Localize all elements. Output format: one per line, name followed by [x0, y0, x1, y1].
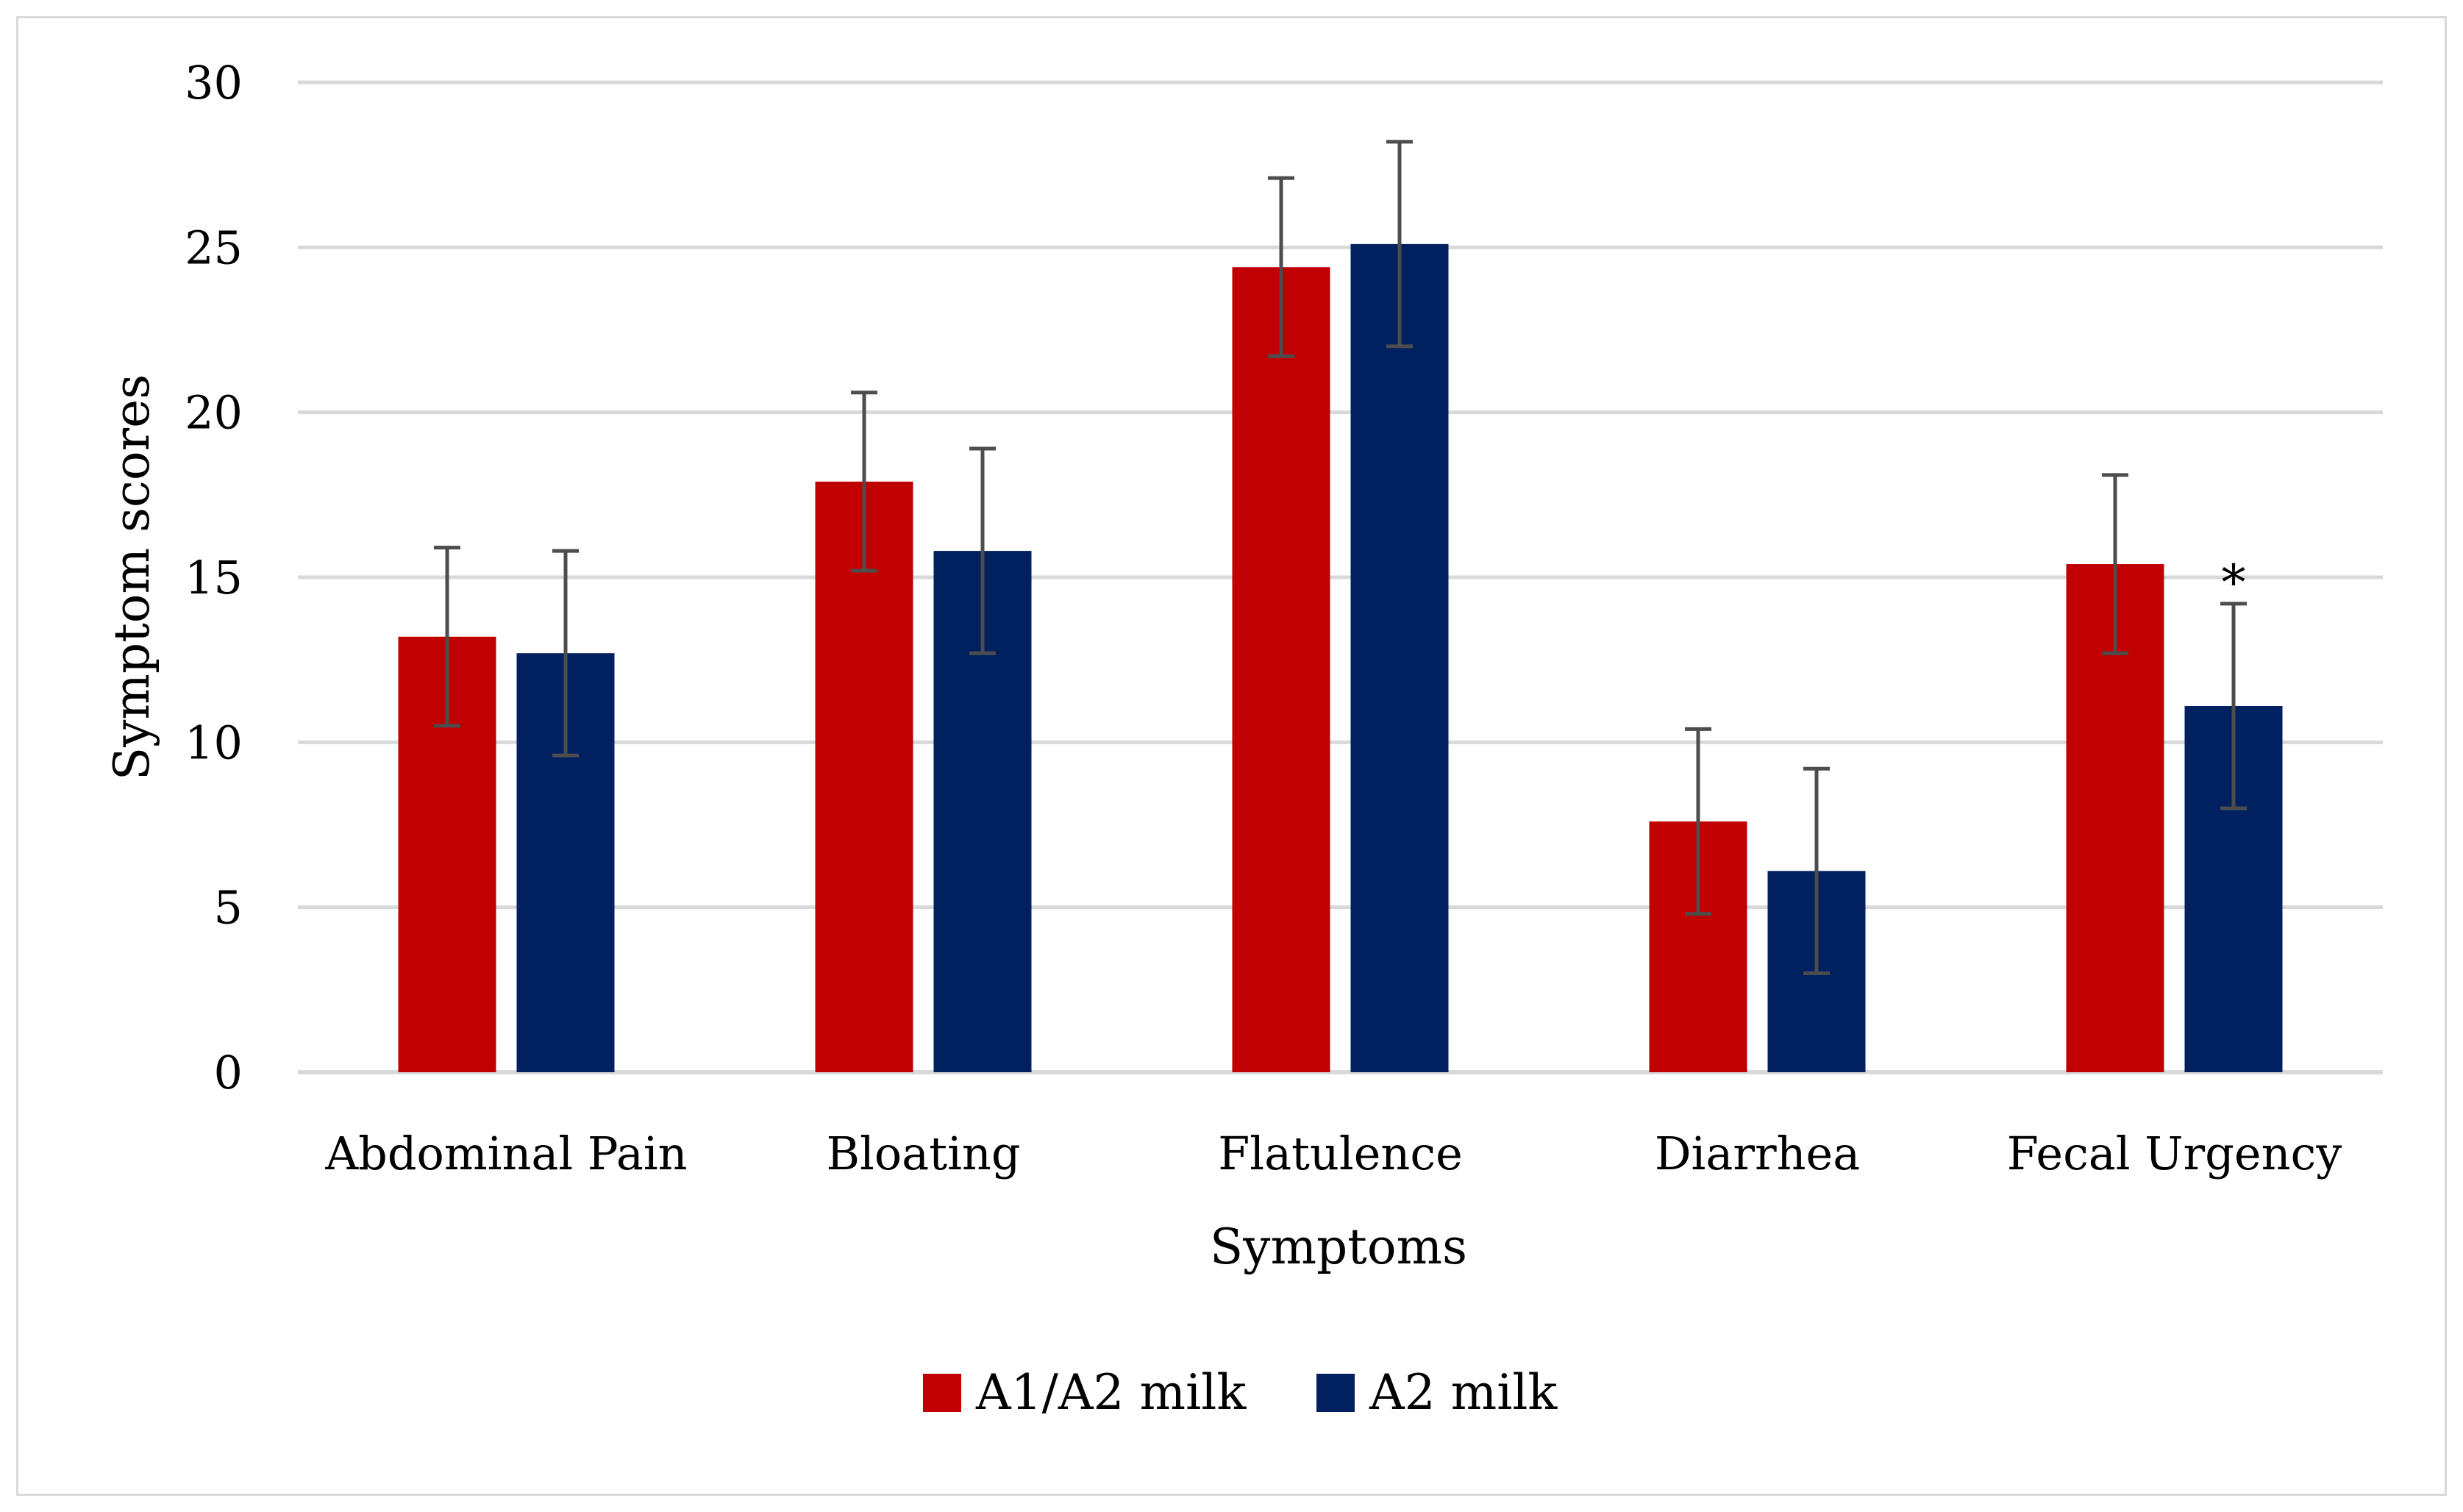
legend-swatch — [923, 1374, 961, 1412]
error-bars — [434, 140, 2247, 975]
significance-annotation: * — [2222, 554, 2246, 611]
y-tick-label: 25 — [185, 221, 243, 274]
annotations: * — [2222, 554, 2246, 611]
bars — [398, 243, 2283, 1073]
x-axis-title: Symptoms — [1210, 1219, 1467, 1275]
bar — [815, 481, 913, 1072]
x-tick-label: Bloating — [826, 1127, 1020, 1180]
y-tick-label: 0 — [214, 1046, 243, 1099]
y-axis-title: Symptom scores — [104, 374, 160, 780]
bar — [1232, 267, 1330, 1073]
y-axis-ticks: 0 5 10 15 20 25 30 — [185, 56, 243, 1099]
y-tick-label: 15 — [185, 551, 243, 605]
x-tick-label: Fecal Urgency — [2007, 1127, 2342, 1180]
x-tick-label: Flatulence — [1218, 1127, 1463, 1180]
x-tick-label: Diarrhea — [1655, 1127, 1860, 1180]
legend-swatch — [1316, 1374, 1355, 1412]
y-tick-label: 10 — [185, 716, 243, 769]
y-tick-label: 20 — [185, 386, 243, 440]
x-axis-ticks: Abdominal Pain Bloating Flatulence Diarrhea… — [324, 1127, 2342, 1180]
legend-label: A2 milk — [1369, 1364, 1558, 1421]
legend: A1/A2 milk A2 milk — [923, 1364, 1558, 1421]
bar — [1350, 243, 1449, 1072]
gridlines — [298, 80, 2383, 1074]
x-tick-label: Abdominal Pain — [324, 1127, 687, 1180]
y-tick-label: 30 — [185, 56, 243, 110]
legend-label: A1/A2 milk — [975, 1364, 1247, 1421]
y-tick-label: 5 — [214, 881, 243, 935]
